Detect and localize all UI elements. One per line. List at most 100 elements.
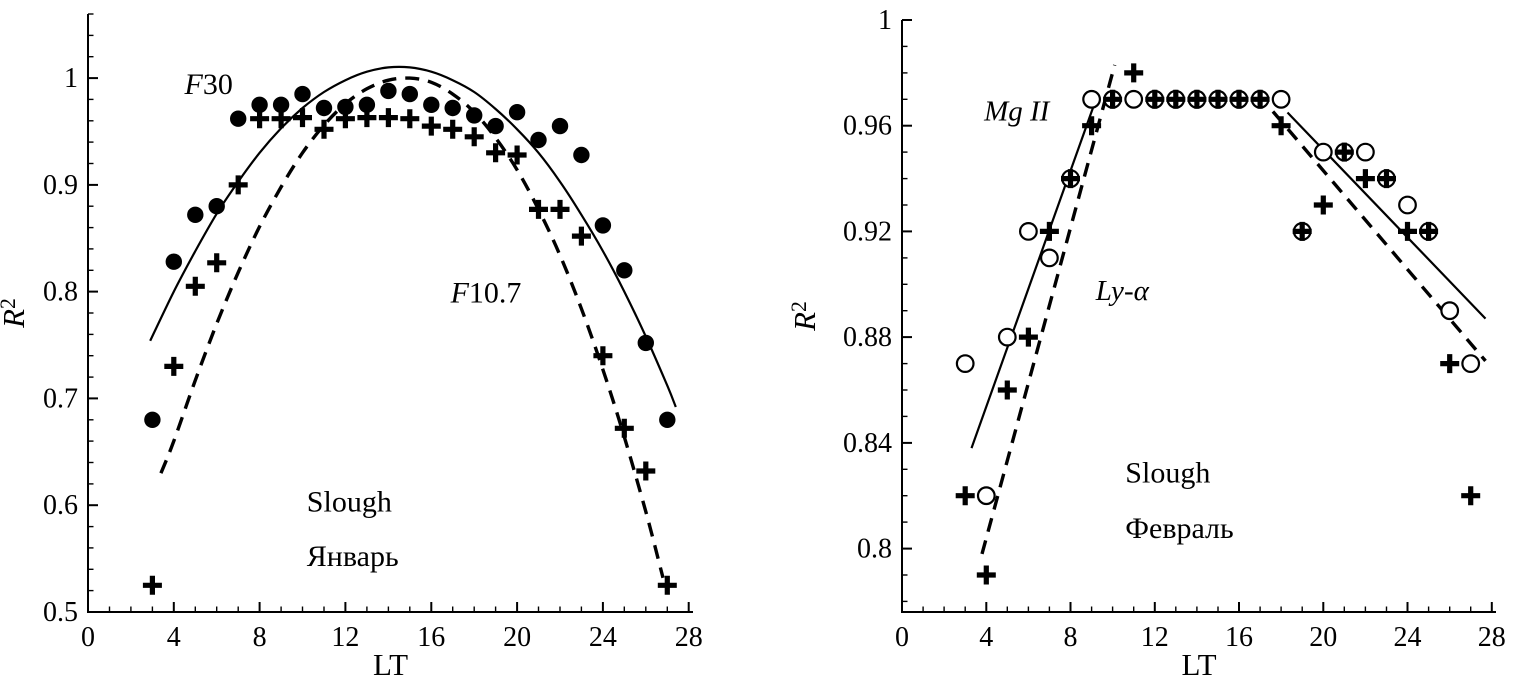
plus-marker: [955, 486, 975, 506]
filled-circle-marker: [401, 85, 418, 103]
x-tick-label: 28: [1478, 622, 1506, 653]
label-station: Slough: [307, 486, 392, 519]
filled-circle-marker: [358, 96, 376, 114]
plus-marker: [1355, 169, 1375, 189]
plus-marker: [1124, 63, 1144, 83]
chart-slough-february: 0.8 0.84 0.88 0.92 0.96 1 0 4 8 12 16 20 24 28 LT R2 Mg …: [745, 0, 1513, 691]
axes: [87, 14, 693, 613]
chart-slough-january: 0.5 0.6 0.7 0.8 0.9 1 0 4 8 12 16 20 24 28 LT R2 F30 F10.…: [0, 0, 745, 691]
open-circle-marker: [1356, 142, 1375, 162]
label-lya: Ly-α: [1095, 275, 1150, 307]
fit-line: [970, 93, 1099, 449]
y-tick-label: 0.8: [857, 534, 892, 565]
y-tick-labels: 0.8 0.84 0.88 0.92 0.96 1: [843, 5, 892, 565]
plus-marker: [1313, 195, 1333, 215]
filled-circle-marker: [466, 107, 483, 124]
filled-circle-marker: [165, 253, 182, 270]
label-f107: F10.7: [450, 276, 522, 309]
plus-marker: [185, 276, 205, 296]
label-month: Февраль: [1125, 512, 1233, 545]
x-tick-label: 16: [1225, 622, 1253, 653]
plus-marker: [529, 199, 548, 219]
x-tick-label: 8: [1064, 622, 1078, 653]
plus-marker: [314, 119, 334, 139]
x-tick-label: 20: [1309, 622, 1337, 653]
y-tick-label: 0.92: [843, 216, 892, 247]
panel-slough-january: 0.5 0.6 0.7 0.8 0.9 1 0 4 8 12 16 20 24 28 LT R2 F30 F10.…: [0, 0, 745, 691]
tick-marks: [901, 19, 1493, 612]
filled-circle-marker: [487, 117, 504, 135]
plus-marker: [1250, 89, 1270, 109]
open-circle-marker: [1398, 195, 1417, 215]
plus-marker: [1061, 169, 1080, 189]
plus-marker: [443, 119, 463, 139]
y-tick-label: 0.8: [43, 277, 78, 308]
x-tick-label: 12: [331, 622, 359, 653]
filled-circle-marker: [337, 98, 354, 116]
filled-circle-marker: [251, 96, 268, 114]
y-axis-label: R2: [787, 301, 822, 332]
plus-marker: [1292, 221, 1312, 241]
series-ly-: [955, 63, 1481, 585]
open-circle-marker: [1440, 301, 1460, 321]
fit-line: [1256, 92, 1487, 363]
plus-marker: [142, 575, 162, 595]
series-f10-7-fit: [159, 76, 665, 579]
plus-marker: [1440, 354, 1460, 374]
plus-marker: [1103, 89, 1123, 109]
label-station: Slough: [1125, 457, 1210, 490]
plus-marker: [1334, 142, 1354, 162]
filled-circle-marker: [616, 262, 633, 279]
series-ly-fit: [980, 64, 1487, 555]
filled-circle-marker: [508, 104, 526, 121]
plus-marker: [378, 108, 398, 128]
axes: [901, 20, 1496, 613]
filled-circle-marker: [208, 198, 225, 215]
x-tick-label: 0: [81, 622, 95, 653]
open-circle-marker: [1461, 354, 1481, 374]
filled-circle-marker: [315, 99, 333, 117]
plus-marker: [293, 108, 312, 128]
filled-circle-marker: [423, 96, 440, 114]
plus-marker: [164, 356, 184, 376]
label-mgii: Mg II: [983, 95, 1051, 127]
filled-circle-marker: [294, 85, 311, 103]
plus-marker: [1398, 221, 1417, 241]
y-tick-label: 1: [878, 5, 892, 36]
plus-marker: [1419, 221, 1439, 241]
plus-marker: [636, 461, 656, 481]
x-axis-label: LT: [1181, 647, 1216, 682]
open-circle-marker: [1040, 248, 1059, 268]
plus-marker: [207, 253, 227, 273]
y-tick-label: 0.7: [43, 383, 78, 414]
plus-marker: [997, 380, 1017, 400]
filled-circle-marker: [530, 131, 547, 149]
fit-line: [980, 64, 1117, 555]
x-tick-label: 8: [253, 622, 267, 653]
plus-marker: [1208, 89, 1228, 109]
y-tick-label: 0.9: [43, 170, 78, 201]
x-tick-label: 16: [417, 622, 445, 653]
fit-line: [1286, 111, 1487, 320]
filled-circle-marker: [230, 110, 247, 127]
y-tick-label: 0.84: [843, 428, 892, 459]
plus-marker: [507, 145, 527, 165]
filled-circle-marker: [272, 96, 290, 114]
x-tick-label: 24: [589, 622, 617, 653]
y-axis-label: R2: [0, 298, 31, 329]
plus-marker: [1082, 116, 1102, 136]
label-month: Январь: [307, 540, 399, 573]
filled-circle-marker: [444, 99, 461, 117]
series-f30: [144, 82, 676, 428]
filled-circle-marker: [637, 334, 654, 352]
open-circle-marker: [955, 354, 975, 374]
plus-marker: [1187, 89, 1207, 109]
open-circle-marker: [1271, 89, 1291, 109]
plus-marker: [486, 143, 506, 163]
plus-marker: [421, 116, 441, 136]
panel-slough-february: 0.8 0.84 0.88 0.92 0.96 1 0 4 8 12 16 20 24 28 LT R2 Mg …: [745, 0, 1513, 691]
y-tick-label: 0.96: [843, 111, 892, 142]
plus-marker: [1166, 89, 1186, 109]
plus-marker: [1461, 486, 1481, 506]
